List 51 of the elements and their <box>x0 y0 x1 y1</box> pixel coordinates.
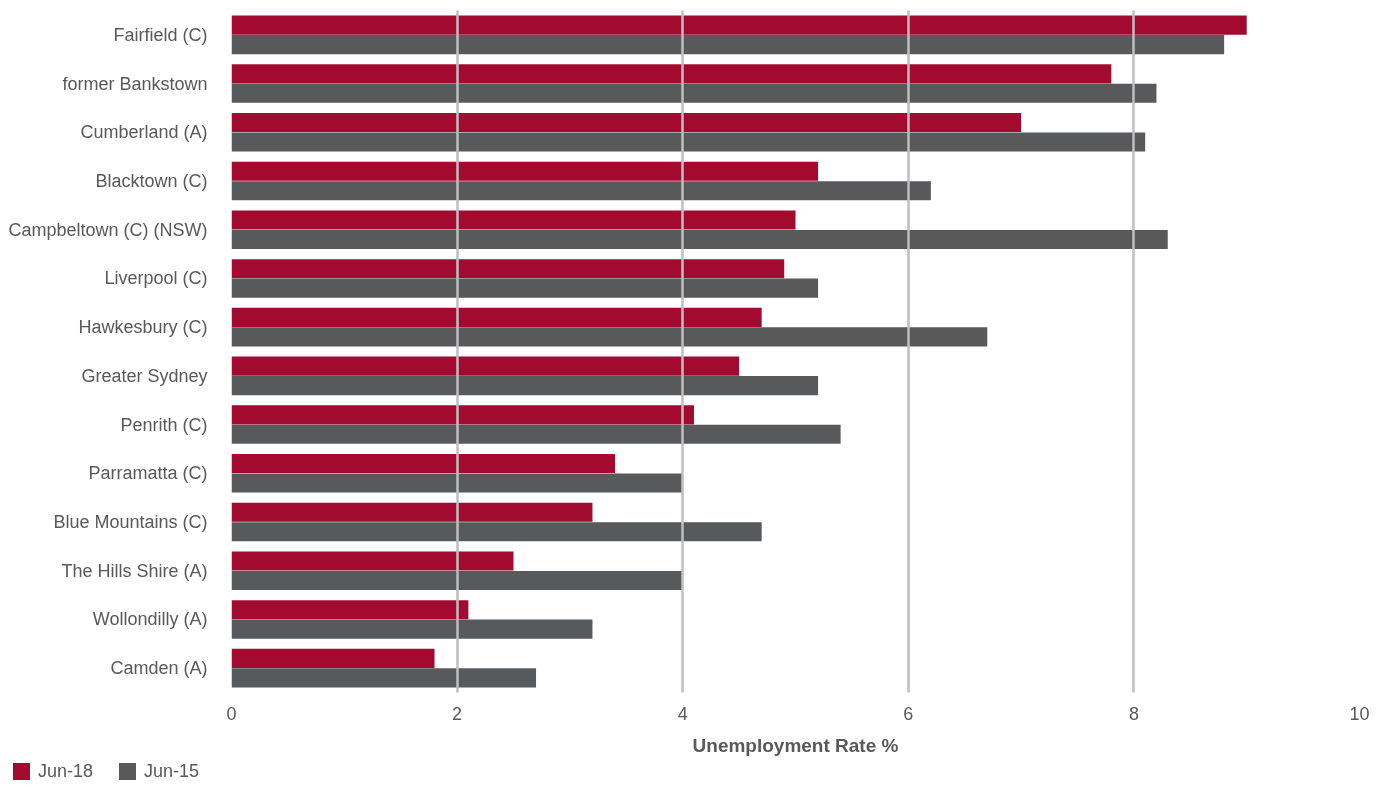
x-tick-label: 2 <box>452 703 463 724</box>
legend-label: Jun-15 <box>144 760 200 784</box>
bar <box>231 229 1168 250</box>
bar <box>231 356 740 376</box>
bar <box>231 327 988 347</box>
legend-label: Jun-18 <box>38 760 94 784</box>
bar <box>231 132 1146 152</box>
bar <box>231 668 537 688</box>
y-tick-label: Blacktown (C) <box>95 171 208 191</box>
bar <box>231 307 762 327</box>
bar <box>231 619 593 639</box>
bar <box>231 648 435 668</box>
bar <box>231 376 819 396</box>
bar <box>231 453 616 474</box>
bar <box>231 278 819 298</box>
bar <box>231 405 694 425</box>
bar <box>231 600 469 620</box>
bar <box>231 551 514 571</box>
bar <box>231 424 841 444</box>
bar <box>231 522 762 542</box>
bar <box>231 64 1112 84</box>
y-tick-label: Fairfield (C) <box>113 24 208 45</box>
y-tick-label: Hawkesbury (C) <box>78 317 208 338</box>
y-tick-label: Greater Sydney <box>81 365 208 386</box>
bar <box>231 112 1022 133</box>
bar <box>231 502 593 522</box>
y-tick-label: Cumberland (A) <box>80 122 208 143</box>
bar <box>231 83 1157 103</box>
bar <box>231 161 819 181</box>
bar <box>231 473 683 493</box>
bar <box>231 15 1247 35</box>
y-tick-label: Parramatta (C) <box>88 463 208 484</box>
y-tick-label: Camden (A) <box>110 658 208 679</box>
x-tick-label: 10 <box>1349 703 1370 724</box>
bar <box>231 259 785 279</box>
x-axis-title: Unemployment Rate % <box>692 734 899 756</box>
x-tick-label: 4 <box>677 703 688 724</box>
x-tick-label: 0 <box>226 703 237 724</box>
y-tick-label: The Hills Shire (A) <box>61 560 208 581</box>
x-tick-label: 6 <box>903 703 914 724</box>
y-tick-label: Liverpool (C) <box>104 268 208 289</box>
y-tick-label: Penrith (C) <box>120 414 208 435</box>
y-tick-label: Blue Mountains (C) <box>53 512 208 532</box>
bar <box>231 35 1225 55</box>
y-tick-label: Campbeltown (C) (NSW) <box>8 219 208 240</box>
y-tick-label: Wollondilly (A) <box>92 609 208 630</box>
y-tick-label: former Bankstown <box>62 73 208 94</box>
bar <box>231 570 683 591</box>
bar <box>231 181 931 201</box>
bar <box>231 210 796 230</box>
x-tick-label: 8 <box>1128 703 1139 724</box>
